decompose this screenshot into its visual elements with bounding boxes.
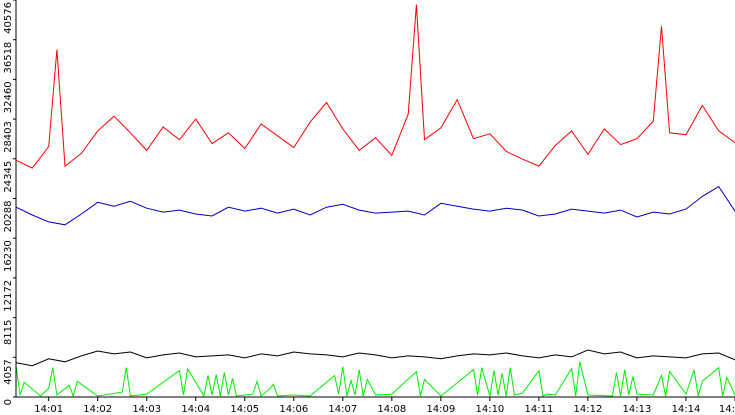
x-tick-label: 14:04 (181, 404, 210, 415)
x-tick-label: 14:13 (623, 404, 652, 415)
x-tick-label: 14:05 (230, 404, 259, 415)
series-line-4 (15, 361, 735, 398)
y-tick-label: 36518 (3, 42, 14, 74)
y-tick-label: 24345 (3, 161, 14, 193)
x-tick-label: 14:14 (672, 404, 701, 415)
series-line-1 (15, 4, 735, 169)
x-tick-label: 14:09 (426, 404, 455, 415)
x-tick-label: 14:12 (574, 404, 603, 415)
x-tick-label: 14:11 (524, 404, 553, 415)
y-axis: 0 4057 8115 12172 16230 20288 24345 28403 32460 3… (3, 0, 17, 405)
x-tick-label: 14:07 (328, 404, 357, 415)
y-tick-label: 32460 (3, 81, 14, 113)
x-axis: 14:01 14:02 14:03 14:04 14:05 14:06 14:07 14:08… (16, 396, 735, 415)
x-tick-label: 14: (719, 404, 735, 415)
y-tick-label: 28403 (3, 121, 14, 153)
y-tick-label: 8115 (3, 320, 14, 345)
plot-series (15, 4, 735, 398)
x-tick-label: 14:02 (83, 404, 112, 415)
series-line-2 (15, 185, 735, 226)
y-tick-label: 12172 (3, 280, 14, 312)
x-tick-label: 14:01 (34, 404, 63, 415)
y-tick-label: 20288 (3, 201, 14, 233)
y-tick-label: 40576 (3, 2, 14, 34)
x-tick-label: 14:06 (279, 404, 308, 415)
x-tick-label: 14:03 (132, 404, 161, 415)
y-tick-label: 0 (3, 399, 14, 405)
y-tick-label: 16230 (3, 240, 14, 272)
x-tick-label: 14:10 (475, 404, 504, 415)
y-tick-label: 4057 (3, 359, 14, 384)
x-tick-label: 14:08 (377, 404, 406, 415)
series-line-3 (15, 349, 735, 367)
